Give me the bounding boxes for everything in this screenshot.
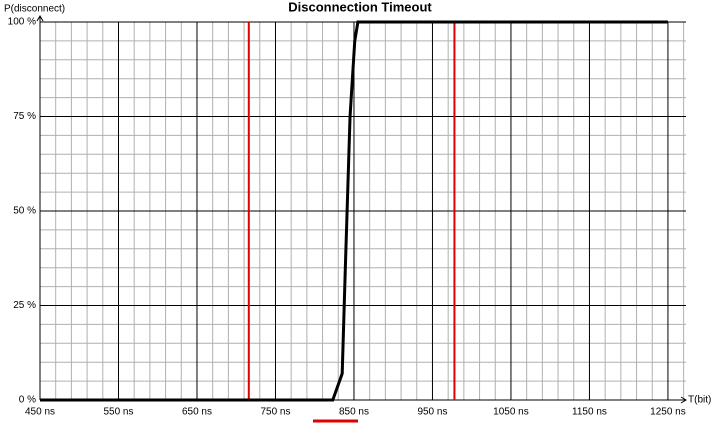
x-tick-label: 550 ns	[103, 407, 133, 418]
y-axis	[36, 15, 44, 400]
y-tick-label: 75 %	[13, 111, 36, 122]
x-tick-label: 750 ns	[260, 407, 290, 418]
x-tick-label: 650 ns	[182, 407, 212, 418]
x-tick-label: 1250 ns	[650, 407, 686, 418]
x-tick-label: 450 ns	[25, 407, 55, 418]
chart-title: Disconnection Timeout	[288, 0, 432, 14]
y-tick-label: 0 %	[19, 395, 36, 406]
y-axis-title: P(disconnect)	[4, 4, 65, 15]
data-line	[40, 20, 668, 402]
y-tick-label: 100 %	[8, 17, 36, 28]
y-tick-label: 50 %	[13, 206, 36, 217]
x-tick-label: 1150 ns	[572, 407, 607, 418]
x-axis-title: T(bit)	[688, 395, 711, 406]
y-tick-label: 25 %	[13, 300, 36, 311]
x-tick-label: 1050 ns	[493, 407, 529, 418]
x-tick-label: 850 ns	[339, 407, 369, 418]
x-tick-label: 950 ns	[417, 407, 447, 418]
